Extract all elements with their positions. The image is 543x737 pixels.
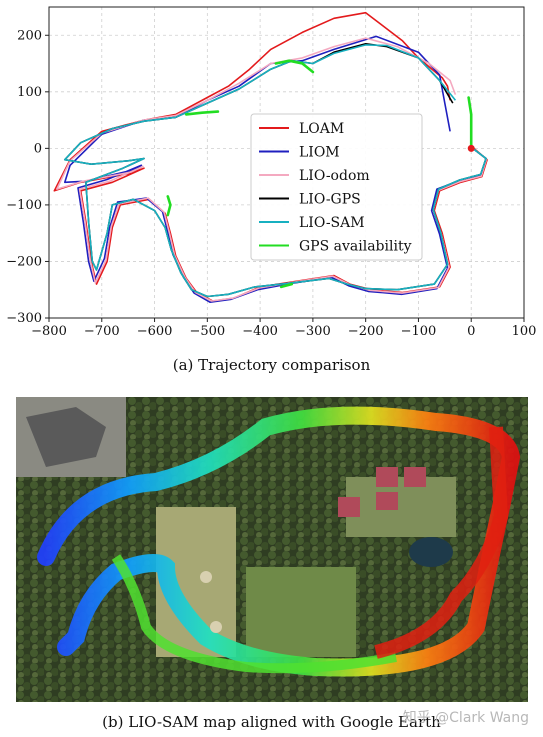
x-tick-label: −100 — [401, 324, 437, 339]
x-tick-label: −700 — [84, 324, 120, 339]
x-tick-label: −800 — [31, 324, 67, 339]
series-line-gps-availability — [274, 59, 315, 74]
x-tick-label: −300 — [295, 324, 331, 339]
series-line-gps-availability — [184, 110, 220, 116]
axis-ticks: −800 −700 −600 −500 −400 −300 −200 −100 0 100 −300… — [6, 28, 536, 339]
y-tick-label: 200 — [17, 28, 42, 43]
legend-label-loam: LOAM — [299, 121, 344, 137]
legend-label-lio-odom: LIO-odom — [299, 168, 370, 184]
legend-label-lio-gps: LIO-GPS — [299, 192, 361, 208]
x-tick-label: 100 — [512, 324, 537, 339]
chart-series-layer — [53, 11, 488, 303]
x-tick-label: −200 — [348, 324, 384, 339]
tennis-court-4 — [376, 492, 398, 510]
school-roof — [26, 407, 106, 467]
baseball-diamond — [200, 571, 212, 583]
legend-label-liom: LIOM — [299, 145, 340, 161]
legend-label-gps-availability: GPS availability — [299, 239, 412, 255]
tennis-court-2 — [376, 467, 398, 487]
figure-a-caption: (a) Trajectory comparison — [172, 356, 371, 374]
series-line-lio-odom — [56, 37, 488, 302]
chart-legend: LOAM LIOM LIO-odom LIO-GPS LIO-SAM GPS availa… — [250, 113, 423, 261]
y-tick-label: −100 — [6, 198, 42, 213]
tennis-court-3 — [404, 467, 426, 487]
tennis-court-area — [346, 477, 456, 537]
satellite-map-illustration — [16, 397, 528, 702]
lio-sam-map-satellite-image — [16, 397, 528, 702]
y-tick-label: −200 — [6, 254, 42, 269]
pond — [409, 537, 453, 567]
baseball-diamond-2 — [210, 621, 222, 633]
series-line-gps-availability — [166, 195, 172, 217]
y-tick-label: −300 — [6, 311, 42, 326]
watermark-text: 知乎 @Clark Wang — [402, 710, 529, 726]
trajectory-comparison-chart: −800 −700 −600 −500 −400 −300 −200 −100 0 100 −300… — [6, 6, 536, 339]
plot-area-frame — [48, 6, 525, 319]
series-line-gps-availability — [279, 282, 294, 289]
y-tick-label: 0 — [34, 141, 42, 156]
x-tick-label: −500 — [189, 324, 225, 339]
lidar-point-cloud-track — [37, 406, 521, 677]
series-line-liom — [64, 35, 487, 303]
x-tick-label: −400 — [242, 324, 278, 339]
legend-box — [250, 113, 423, 261]
lidar-inner-track — [111, 554, 397, 674]
lidar-red-track — [374, 426, 509, 659]
legend-label-lio-sam: LIO-SAM — [299, 215, 365, 231]
figure-b-caption: (b) LIO-SAM map aligned with Google Eart… — [102, 713, 441, 731]
grass-field — [246, 567, 356, 657]
series-line-lio-sam — [64, 44, 487, 298]
y-tick-label: 100 — [17, 85, 42, 100]
x-tick-label: 0 — [467, 324, 475, 339]
start-point-marker — [467, 144, 475, 152]
tennis-court-1 — [338, 497, 360, 517]
series-line-gps-availability — [467, 96, 473, 147]
x-tick-label: −600 — [137, 324, 173, 339]
